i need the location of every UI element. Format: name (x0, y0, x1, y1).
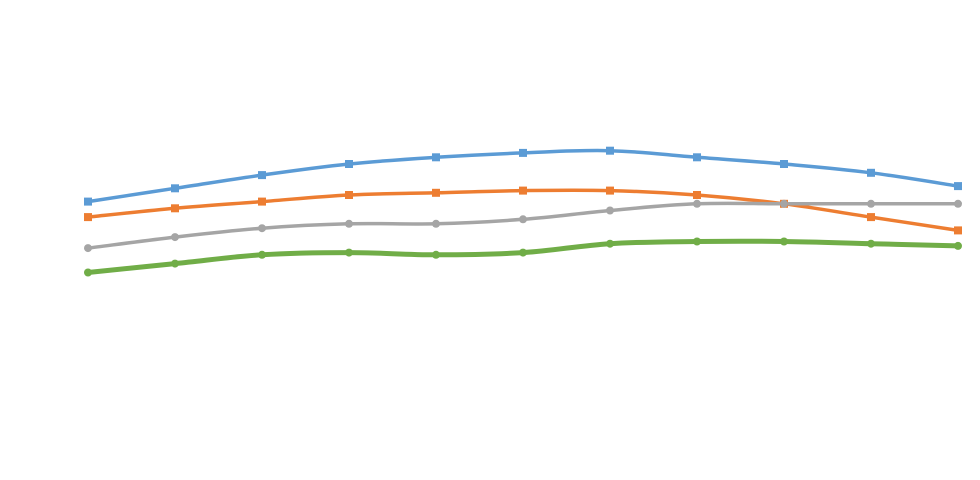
series-2-point-11 (954, 226, 962, 235)
series-3-point-9 (780, 199, 788, 208)
series-2-point-4 (345, 191, 353, 199)
series-4-point-1 (84, 268, 92, 277)
series-1-point-9 (780, 160, 788, 168)
series-2-point-8 (693, 191, 701, 199)
series-2-point-5 (432, 188, 440, 197)
series-4-point-10 (867, 239, 875, 248)
series-4-line (85, 238, 961, 275)
series-3-point-10 (867, 199, 875, 208)
series-4-point-7 (606, 239, 614, 248)
series-1-point-2 (171, 184, 179, 193)
series-3-point-3 (258, 224, 266, 233)
series-4-point-9 (780, 237, 788, 246)
series-3-point-5 (432, 219, 440, 228)
series-1-point-6 (519, 148, 527, 157)
series-1-point-3 (258, 171, 266, 180)
series-2-point-3 (258, 197, 266, 206)
series-3-point-7 (606, 206, 614, 215)
series-2-point-6 (519, 186, 527, 195)
series-4-point-4 (345, 248, 353, 257)
series-2-point-1 (84, 213, 92, 222)
series-2-point-10 (867, 213, 875, 222)
series-1-point-1 (84, 197, 92, 206)
series-1-point-10 (867, 168, 875, 177)
series-4-point-11 (954, 241, 962, 250)
series-2-point-2 (171, 204, 179, 213)
series-1-point-11 (954, 182, 962, 191)
series-3-point-1 (84, 244, 92, 253)
series-1-point-7 (606, 146, 614, 155)
series-4-point-5 (432, 250, 440, 259)
series-3-point-4 (345, 219, 353, 228)
series-markers (84, 146, 962, 277)
series-1-point-5 (432, 153, 440, 162)
series-1-point-4 (345, 160, 353, 168)
series-4-point-3 (258, 250, 266, 259)
series-3-point-11 (954, 199, 962, 208)
series-4-point-6 (519, 248, 527, 257)
series-3-point-6 (519, 215, 527, 224)
series-4-point-8 (693, 237, 701, 246)
series-3-point-2 (171, 233, 179, 242)
series-4-point-2 (171, 259, 179, 268)
series-3-point-8 (693, 199, 701, 208)
series-2-point-7 (606, 186, 614, 195)
series-1-point-8 (693, 153, 701, 162)
series-2-line (86, 188, 960, 233)
